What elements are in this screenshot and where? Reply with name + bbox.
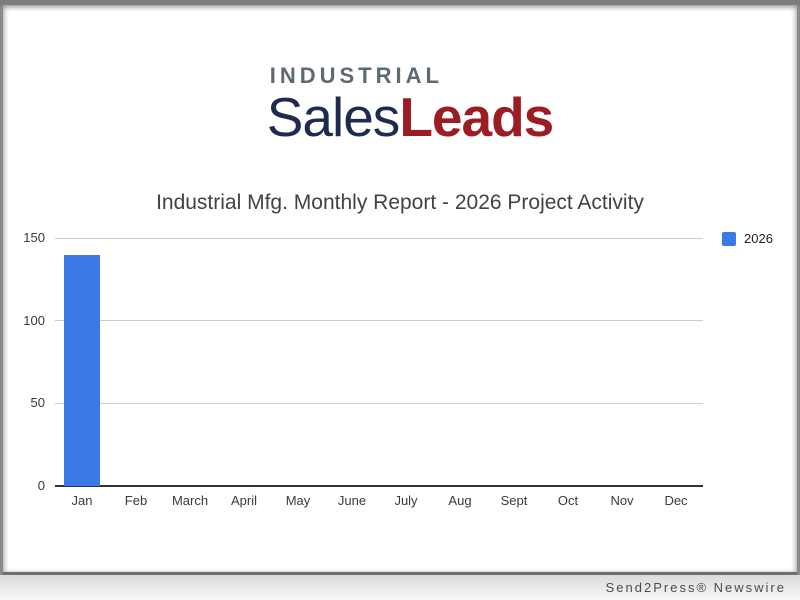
legend-swatch-2026 xyxy=(722,231,736,246)
x-axis-tick-label: March xyxy=(171,493,209,508)
logo-word-sales: Sales xyxy=(266,86,401,149)
x-axis-tick-label: Nov xyxy=(610,493,634,508)
x-axis-tick-label: May xyxy=(285,493,311,508)
logo-lockup: INDUSTRIAL SalesLeads xyxy=(266,63,555,149)
x-axis-tick-label: June xyxy=(337,493,367,508)
logo-word-leads: Leads xyxy=(399,86,554,149)
legend-label-2026: 2026 xyxy=(744,231,773,246)
y-axis-tick-label: 50 xyxy=(30,395,45,411)
x-axis-tick-label: July xyxy=(394,493,418,508)
x-axis-tick-label: April xyxy=(230,493,257,508)
x-axis-tick-label: Oct xyxy=(557,493,579,508)
x-axis-tick-label: Jan xyxy=(71,493,93,508)
bar-chart: 0 50 100 150 Jan Feb March April May June July Aug S… xyxy=(3,228,797,523)
bar-jan xyxy=(64,254,100,486)
chart-legend: 2026 xyxy=(722,231,773,246)
chart-title: Industrial Mfg. Monthly Report - 2026 Pr… xyxy=(156,191,644,214)
footer-strip: Send2Press® Newswire xyxy=(0,575,800,600)
x-axis-tick-label: Feb xyxy=(124,493,148,508)
x-axis-line xyxy=(55,485,703,487)
news-image-card: INDUSTRIAL SalesLeads Industrial Mfg. Mo… xyxy=(3,5,797,575)
logo-industrial-text: INDUSTRIAL xyxy=(269,63,443,88)
newswire-credit: Send2Press® Newswire xyxy=(605,580,786,595)
y-axis-tick-label: 150 xyxy=(23,230,45,245)
gridline-50 xyxy=(55,402,703,404)
x-axis-tick-label: Dec xyxy=(664,493,688,508)
x-axis-tick-label: Aug xyxy=(448,493,472,508)
gridline-150 xyxy=(55,237,703,239)
x-axis-tick-label: Sept xyxy=(500,493,528,508)
y-axis-tick-label: 0 xyxy=(37,478,45,493)
logo-salesleads-text: SalesLeads xyxy=(266,86,555,149)
gridline-100 xyxy=(55,320,703,322)
y-axis-tick-label: 100 xyxy=(23,312,45,328)
company-logo: INDUSTRIAL SalesLeads xyxy=(3,63,797,147)
plot-area: 0 50 100 150 Jan Feb March April May June July Aug S… xyxy=(3,228,797,523)
